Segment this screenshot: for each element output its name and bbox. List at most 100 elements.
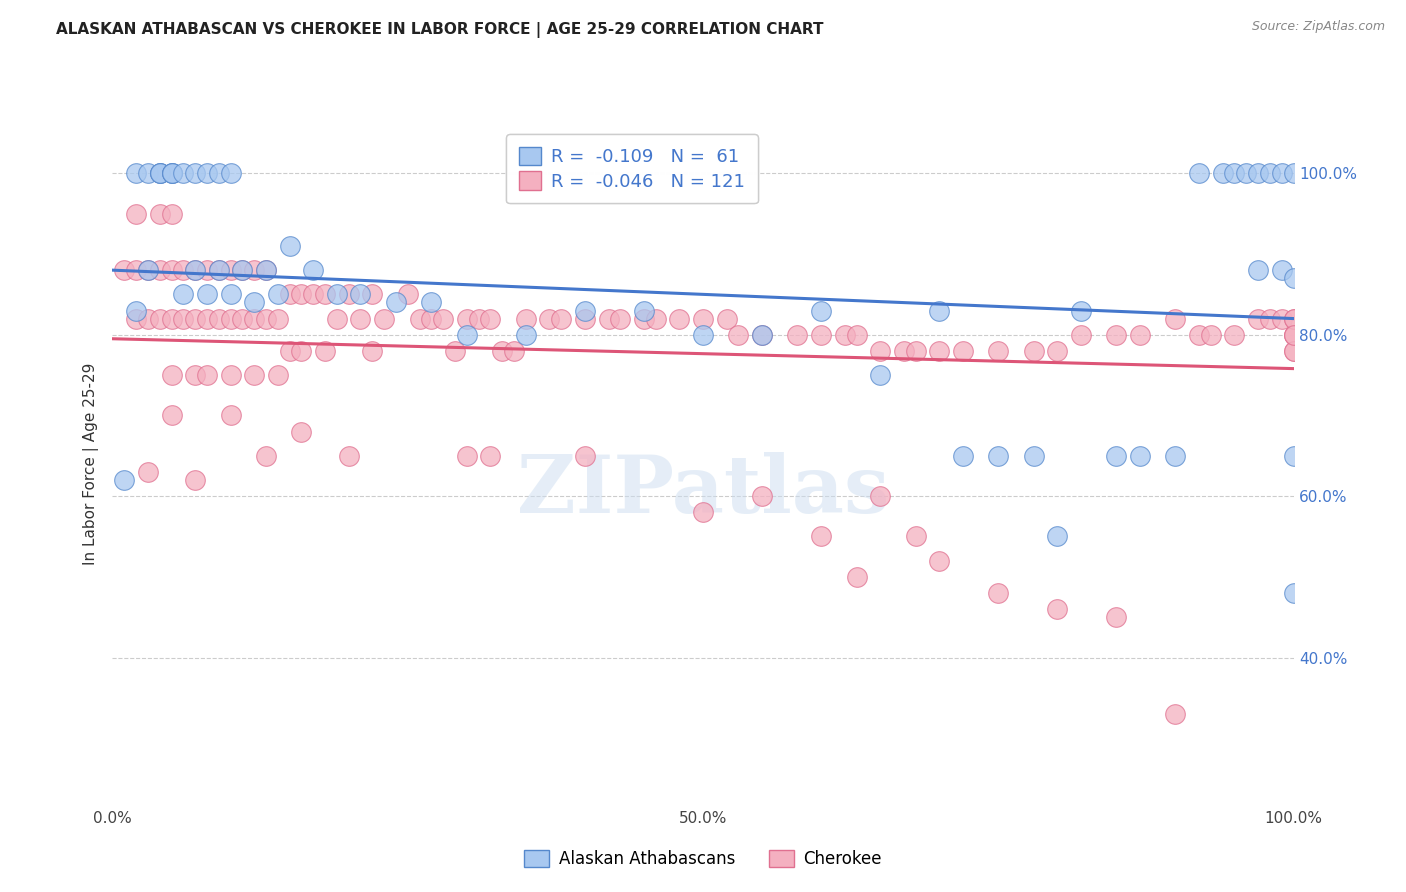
Point xyxy=(479,449,502,463)
Point xyxy=(633,303,655,318)
Point xyxy=(952,449,974,463)
Point xyxy=(267,311,290,326)
Text: ZIPatlas: ZIPatlas xyxy=(517,452,889,530)
Legend: R =  -0.109   N =  61, R =  -0.046   N = 121: R = -0.109 N = 61, R = -0.046 N = 121 xyxy=(506,134,758,203)
Point xyxy=(326,311,349,326)
Point xyxy=(1282,271,1305,285)
Point xyxy=(904,529,927,543)
Point xyxy=(219,409,242,423)
Point xyxy=(1070,303,1092,318)
Point xyxy=(716,311,738,326)
Point xyxy=(219,287,242,301)
Point xyxy=(219,263,242,277)
Point xyxy=(160,166,183,180)
Point xyxy=(184,166,207,180)
Point xyxy=(456,327,478,342)
Point xyxy=(928,343,950,358)
Point xyxy=(479,311,502,326)
Point xyxy=(432,311,454,326)
Point xyxy=(869,343,891,358)
Point xyxy=(195,263,218,277)
Point xyxy=(136,263,159,277)
Point xyxy=(1046,602,1069,616)
Point xyxy=(1199,327,1222,342)
Point xyxy=(692,505,714,519)
Point xyxy=(810,327,832,342)
Point xyxy=(302,263,325,277)
Point xyxy=(373,311,395,326)
Point xyxy=(160,166,183,180)
Point xyxy=(444,343,467,358)
Point xyxy=(195,368,218,382)
Point xyxy=(290,287,312,301)
Point xyxy=(243,263,266,277)
Point xyxy=(1271,311,1294,326)
Point xyxy=(1164,311,1187,326)
Point xyxy=(1105,327,1128,342)
Point xyxy=(349,287,371,301)
Point xyxy=(254,311,277,326)
Point xyxy=(668,311,690,326)
Point xyxy=(149,207,172,221)
Point xyxy=(125,263,148,277)
Point xyxy=(550,311,572,326)
Point xyxy=(869,489,891,503)
Point xyxy=(1282,449,1305,463)
Point xyxy=(1129,327,1152,342)
Point xyxy=(1247,311,1270,326)
Point xyxy=(598,311,620,326)
Point xyxy=(160,263,183,277)
Point xyxy=(1247,263,1270,277)
Point xyxy=(1282,327,1305,342)
Point xyxy=(136,465,159,479)
Point xyxy=(160,311,183,326)
Point xyxy=(385,295,408,310)
Point xyxy=(243,295,266,310)
Point xyxy=(349,311,371,326)
Point xyxy=(136,263,159,277)
Point xyxy=(420,311,443,326)
Point xyxy=(172,166,194,180)
Point xyxy=(786,327,808,342)
Point xyxy=(633,311,655,326)
Point xyxy=(845,327,868,342)
Point xyxy=(125,166,148,180)
Point xyxy=(219,368,242,382)
Point xyxy=(219,311,242,326)
Point xyxy=(149,263,172,277)
Point xyxy=(278,343,301,358)
Text: ALASKAN ATHABASCAN VS CHEROKEE IN LABOR FORCE | AGE 25-29 CORRELATION CHART: ALASKAN ATHABASCAN VS CHEROKEE IN LABOR … xyxy=(56,22,824,38)
Point xyxy=(337,449,360,463)
Point xyxy=(810,303,832,318)
Point xyxy=(1282,311,1305,326)
Text: Source: ZipAtlas.com: Source: ZipAtlas.com xyxy=(1251,20,1385,33)
Point xyxy=(1258,311,1281,326)
Point xyxy=(267,368,290,382)
Point xyxy=(290,343,312,358)
Point xyxy=(1282,343,1305,358)
Point xyxy=(456,449,478,463)
Point xyxy=(195,287,218,301)
Point xyxy=(538,311,561,326)
Point xyxy=(361,287,384,301)
Point xyxy=(160,409,183,423)
Point xyxy=(987,586,1010,600)
Point xyxy=(208,263,231,277)
Point xyxy=(727,327,749,342)
Point xyxy=(952,343,974,358)
Point xyxy=(184,311,207,326)
Point xyxy=(1223,327,1246,342)
Point xyxy=(231,311,253,326)
Point xyxy=(491,343,513,358)
Point xyxy=(254,263,277,277)
Point xyxy=(1022,449,1045,463)
Point xyxy=(1258,166,1281,180)
Point xyxy=(904,343,927,358)
Point xyxy=(172,311,194,326)
Point xyxy=(184,473,207,487)
Point xyxy=(278,239,301,253)
Point xyxy=(928,303,950,318)
Point xyxy=(1282,343,1305,358)
Point xyxy=(195,166,218,180)
Point xyxy=(243,368,266,382)
